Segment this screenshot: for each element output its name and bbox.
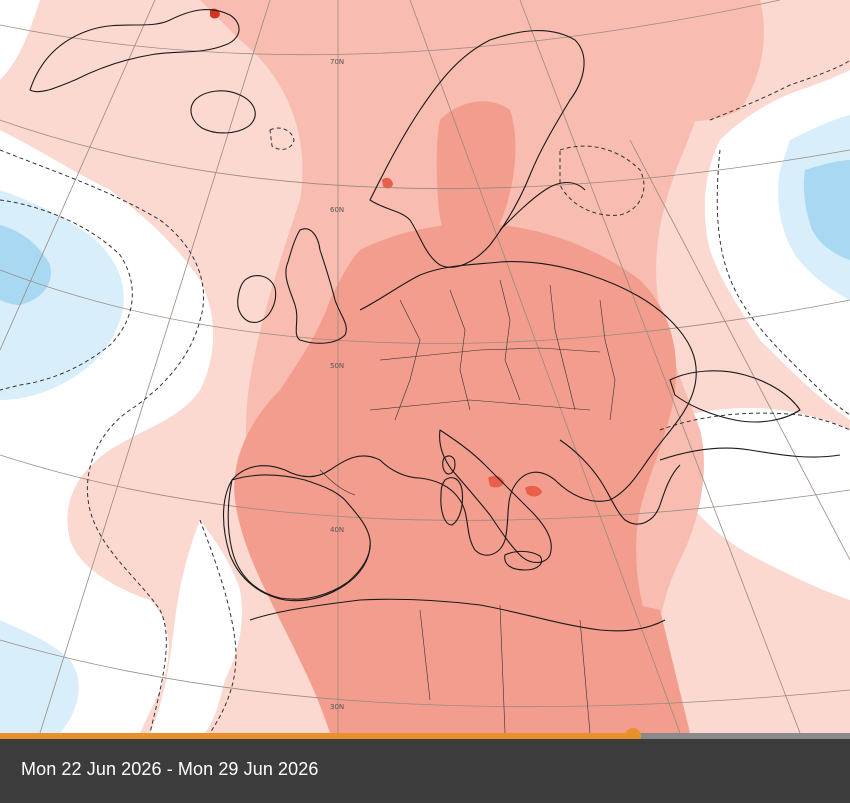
latitude-line-40n [0,454,850,521]
country-border [449,289,471,411]
contour-line [199,519,237,733]
map-canvas: 70N 60N 50N 40N 30N [0,0,850,733]
coastline-scandinavia [369,30,585,268]
country-border [394,299,421,421]
country-border [419,604,591,733]
contour-line [0,149,205,733]
latitude-line-70n [0,0,781,56]
contour-line [269,127,295,150]
coastline-sicily [504,550,543,571]
warm-region-scandinavia [436,101,516,270]
country-border [499,279,521,401]
cool-region-southwest [0,620,79,733]
coastline-baltic [499,181,586,231]
coastline-britain [285,228,347,344]
coastline-continental-europe [223,261,697,602]
anomaly-map: 70N 60N 50N 40N 30N [0,0,850,733]
timeline-bar: Mon 22 Jun 2026 - Mon 29 Jun 2026 [0,739,850,803]
graticule [0,0,850,733]
coastline-iceland [190,90,256,134]
warm-region-africa [330,588,690,733]
latitude-label-60n: 60N [330,206,344,214]
coastline-black-sea [669,370,801,423]
latitude-line-50n [0,269,850,344]
coastline-italy [439,429,552,564]
meridian-line [0,0,156,351]
cool-region-east-core [803,160,850,260]
latitude-line-30n [0,639,850,708]
coastline-sardinia [440,477,464,526]
hot-spot-italy [488,475,504,488]
timeline-slider-fill [0,733,633,739]
hot-spot-norway [382,177,393,189]
meridian-line [409,0,681,733]
neutral-region-caucasus [666,408,850,600]
latitude-line-60n [0,119,850,189]
latitude-label-30n: 30N [330,703,344,711]
country-border [379,347,601,361]
contour-line [0,199,133,391]
light-warm-region-north [340,0,764,122]
latitude-label-70n: 70N [330,58,344,66]
coastline-greenland [29,9,240,93]
date-range-label: Mon 22 Jun 2026 - Mon 29 Jun 2026 [21,759,319,779]
coastline-iberia [227,474,371,600]
coastlines [29,9,841,632]
coastline-balkans-greece [559,439,681,525]
contour-line [709,59,850,121]
coastline-turkey [659,447,841,461]
coastline-ireland [237,275,277,323]
country-border [319,469,356,496]
contour-line [659,412,850,431]
meridian-line [39,0,271,733]
coastline-north-africa [249,598,666,632]
latitude-labels: 70N 60N 50N 40N 30N [330,58,344,711]
meridian-line [629,139,850,561]
country-borders [319,279,616,733]
country-border [599,299,616,421]
contour-line [559,145,645,216]
cool-region-west-core [0,225,51,305]
latitude-label-40n: 40N [330,526,344,534]
hot-spot-italy-south [525,485,542,497]
neutral-region-greenland [0,0,40,80]
anomaly-contours [0,59,850,733]
country-border [369,399,591,411]
meridian-line [519,0,801,733]
latitude-label-50n: 50N [330,362,344,370]
country-border [549,284,576,411]
coastline-corsica [442,455,456,475]
